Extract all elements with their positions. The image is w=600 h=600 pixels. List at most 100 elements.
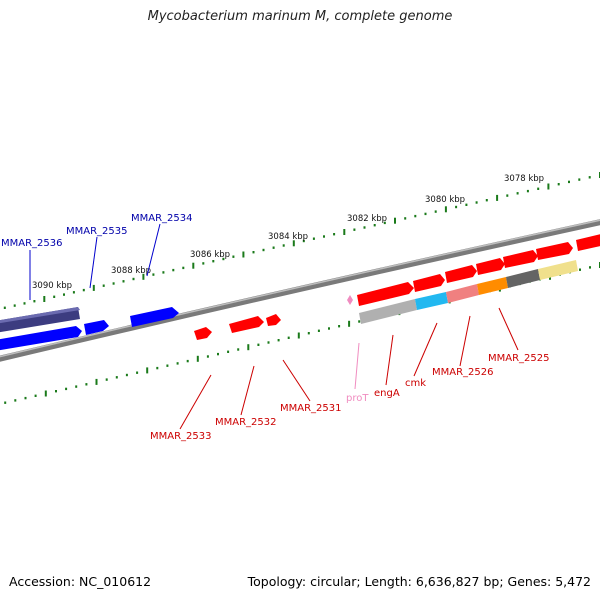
outer-scale-minor-tick xyxy=(102,284,105,287)
outer-scale-minor-tick xyxy=(333,233,336,236)
inner-scale-minor-tick xyxy=(227,350,230,353)
outer-scale-minor-tick xyxy=(363,226,366,229)
outer-scale-major-tick xyxy=(242,251,245,258)
leader-mmar-2526 xyxy=(459,315,471,367)
kbp-label-3080: 3080 kbp xyxy=(425,195,465,205)
function-segment-darkgray xyxy=(506,269,540,288)
outer-scale-minor-tick xyxy=(383,221,386,225)
inner-scale-minor-tick xyxy=(317,329,320,332)
outer-scale-minor-tick xyxy=(537,187,540,190)
outer-scale-minor-tick xyxy=(112,282,115,285)
outer-scale-minor-tick xyxy=(13,304,16,307)
function-segment-orange xyxy=(477,277,508,295)
outer-scale-minor-tick xyxy=(23,302,26,305)
outer-scale-minor-tick xyxy=(404,217,407,220)
leader-mmar-2535 xyxy=(89,236,98,289)
outer-scale-minor-tick xyxy=(414,214,417,218)
outer-scale-minor-tick xyxy=(82,288,85,292)
inner-scale-minor-tick xyxy=(176,362,179,365)
outer-scale-minor-tick xyxy=(53,295,56,298)
inner-scale-minor-tick xyxy=(115,376,118,379)
outer-scale-minor-tick xyxy=(475,201,478,204)
inner-scale-minor-tick xyxy=(217,352,219,356)
gene-mmar-2533[interactable] xyxy=(194,327,212,340)
leader-mmar-2533 xyxy=(179,374,212,430)
gene-mmar-2534[interactable] xyxy=(130,307,179,327)
gene-enga[interactable] xyxy=(357,282,414,306)
inner-scale-minor-tick xyxy=(186,359,189,363)
function-segment-salmon xyxy=(446,284,479,303)
inner-scale-minor-tick xyxy=(338,325,341,328)
leader-mmar-2534 xyxy=(146,223,161,277)
forward-strand-genes-right xyxy=(357,233,600,306)
outer-scale-minor-tick xyxy=(3,306,6,309)
outer-scale-minor-tick xyxy=(465,203,468,206)
outer-scale-minor-tick xyxy=(132,277,135,281)
genome-summary-text: Topology: circular; Length: 6,636,827 bp… xyxy=(247,574,591,589)
outer-scale-major-tick xyxy=(92,284,95,291)
inner-scale-minor-tick xyxy=(237,348,240,351)
outer-scale-minor-tick xyxy=(506,194,509,197)
inner-scale-minor-tick xyxy=(105,378,108,381)
gene-prot[interactable] xyxy=(347,295,353,305)
outer-scale-major-tick xyxy=(496,194,499,201)
label-mmar-2532: MMAR_2532 xyxy=(215,417,277,428)
gene-mmar-2532[interactable] xyxy=(229,316,264,333)
inner-scale-minor-tick xyxy=(156,366,159,370)
inner-scale-minor-tick xyxy=(34,394,37,397)
kbp-label-3086: 3086 kbp xyxy=(190,250,230,260)
function-color-bar xyxy=(359,260,578,324)
outer-scale-minor-tick xyxy=(252,251,255,254)
leader-prot xyxy=(354,342,360,390)
outer-scale-minor-tick xyxy=(578,178,581,181)
inner-scale-minor-tick xyxy=(328,327,330,330)
inner-scale-minor-tick xyxy=(287,336,290,339)
gene-mmar-2523[interactable] xyxy=(536,242,573,260)
outer-scale-minor-tick xyxy=(323,235,325,238)
outer-scale-minor-tick xyxy=(526,189,529,193)
outer-scale-major-tick xyxy=(292,240,295,247)
inner-scale-major-tick xyxy=(44,390,47,397)
kbp-label-3088: 3088 kbp xyxy=(111,266,151,276)
inner-scale-minor-tick xyxy=(4,401,7,404)
genome-backbone xyxy=(0,219,600,362)
outer-scale-minor-tick xyxy=(122,280,125,283)
outer-scale-minor-tick xyxy=(182,266,185,270)
outer-scale-minor-tick xyxy=(72,291,75,294)
gene-mmar-2535[interactable] xyxy=(84,320,109,335)
inner-scale-minor-tick xyxy=(277,339,280,342)
gene-mmar-2525[interactable] xyxy=(476,258,505,275)
outer-scale-minor-tick xyxy=(202,262,205,265)
inner-scale-major-tick xyxy=(348,320,351,327)
gene-mmar-2536[interactable] xyxy=(0,326,82,351)
outer-scale-minor-tick xyxy=(353,228,356,231)
leader-cmk xyxy=(413,322,438,377)
outer-scale-minor-tick xyxy=(312,237,315,240)
label-cmk: cmk xyxy=(405,378,426,389)
inner-scale-minor-tick xyxy=(267,341,270,344)
outer-scale-minor-tick xyxy=(455,205,458,209)
outer-scale-minor-tick xyxy=(232,255,235,258)
outer-scale-major-tick xyxy=(444,206,447,213)
gene-mmar-2531[interactable] xyxy=(266,314,281,326)
gene-mmar-2522[interactable] xyxy=(576,233,600,251)
outer-scale-major-tick xyxy=(43,296,46,302)
inner-scale-major-tick xyxy=(95,378,98,385)
outer-scale-minor-tick xyxy=(424,212,427,216)
inner-scale-minor-tick xyxy=(65,387,68,391)
forward-strand-genes-left xyxy=(194,295,353,340)
gene-mmar-2524[interactable] xyxy=(503,250,538,268)
label-prot: proT xyxy=(346,393,369,404)
inner-scale-minor-tick xyxy=(206,355,209,358)
gene-mmar-2536-dark[interactable] xyxy=(0,307,80,333)
gene-cmk[interactable] xyxy=(413,274,445,292)
gene-mmar-2526[interactable] xyxy=(445,265,477,283)
genome-backbone-highlight xyxy=(0,219,600,358)
outer-scale-track xyxy=(3,172,600,309)
outer-scale-minor-tick xyxy=(262,248,265,252)
label-enga: engA xyxy=(374,388,400,399)
leader-enga xyxy=(385,334,394,386)
outer-scale-major-tick xyxy=(547,183,550,190)
inner-scale-minor-tick xyxy=(166,364,169,367)
inner-scale-major-tick xyxy=(247,344,250,351)
